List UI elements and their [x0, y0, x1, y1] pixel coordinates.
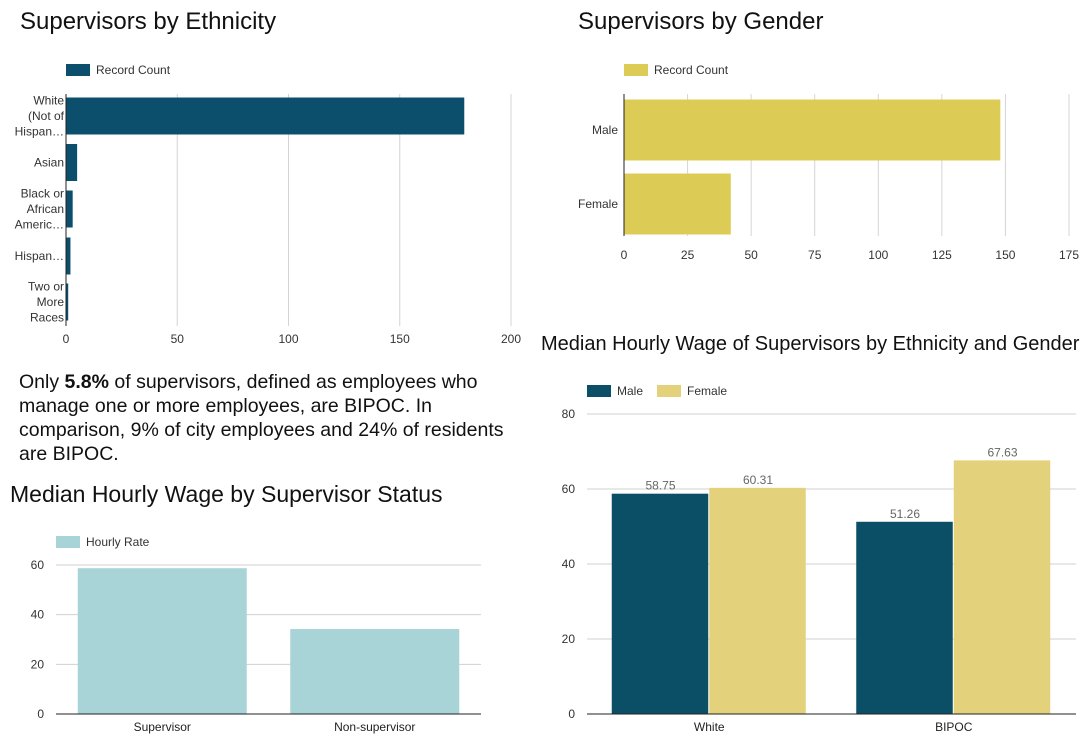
- legend-item: Hourly Rate: [56, 535, 149, 549]
- x-tick-label: 0: [63, 332, 70, 346]
- category-label: White: [694, 720, 725, 734]
- category-label: Supervisor: [134, 720, 191, 734]
- summary-text-end: of supervisors, defined as employees who…: [19, 371, 504, 465]
- category-label: Two or: [28, 280, 64, 294]
- category-label: More: [37, 295, 65, 309]
- x-tick-label: 0: [621, 248, 628, 262]
- category-label: Americ…: [15, 218, 64, 232]
- x-tick-label: 125: [932, 248, 952, 262]
- y-tick-label: 0: [568, 707, 575, 721]
- legend-item: Male: [587, 384, 643, 398]
- bar: [624, 99, 1001, 161]
- x-tick-label: 75: [808, 248, 822, 262]
- gender-chart-title: Supervisors by Gender: [578, 8, 824, 35]
- bar: [66, 283, 69, 321]
- data-label: 58.75: [645, 479, 675, 493]
- y-tick-label: 40: [562, 557, 576, 571]
- category-label: Hispan…: [15, 249, 64, 263]
- legend-label: Record Count: [96, 63, 171, 77]
- x-tick-label: 50: [744, 248, 758, 262]
- legend-swatch: [624, 64, 648, 76]
- x-tick-label: 175: [1059, 248, 1079, 262]
- legend-swatch: [657, 385, 682, 397]
- summary-text-start: Only: [19, 371, 65, 393]
- category-label: Hispan…: [15, 125, 64, 139]
- bar: [290, 629, 460, 714]
- legend-label: Hourly Rate: [86, 535, 150, 549]
- y-tick-label: 60: [31, 558, 45, 572]
- legend-label: Female: [687, 384, 728, 398]
- legend-item: Female: [657, 384, 727, 398]
- category-label: (Not of: [28, 109, 65, 123]
- bipoc-summary-paragraph: Only 5.8% of supervisors, defined as emp…: [19, 370, 519, 466]
- x-tick-label: 25: [681, 248, 695, 262]
- legend-swatch: [587, 385, 611, 397]
- category-label: White: [33, 94, 64, 108]
- wage-ethnicity-gender-chart-title: Median Hourly Wage of Supervisors by Eth…: [541, 333, 1080, 355]
- data-label: 51.26: [890, 507, 920, 521]
- category-label: African: [27, 202, 64, 216]
- bar: [709, 487, 806, 714]
- x-tick-label: 50: [171, 332, 185, 346]
- bar: [66, 144, 78, 181]
- y-tick-label: 20: [562, 632, 576, 646]
- category-label: Races: [30, 311, 64, 325]
- legend-item: Record Count: [66, 63, 170, 77]
- bar: [953, 460, 1051, 714]
- category-label: Black or: [21, 187, 64, 201]
- x-tick-label: 100: [278, 332, 298, 346]
- ethnicity-legend: Record Count: [66, 63, 184, 77]
- bipoc-percentage: 5.8%: [64, 371, 109, 393]
- x-tick-label: 150: [995, 248, 1015, 262]
- y-tick-label: 40: [31, 608, 45, 622]
- bar: [77, 568, 247, 714]
- x-tick-label: 200: [501, 332, 521, 346]
- data-label: 67.63: [987, 445, 1017, 459]
- y-tick-label: 0: [37, 707, 44, 721]
- y-tick-label: 60: [562, 482, 576, 496]
- supervisor-status-chart-title: Median Hourly Wage by Supervisor Status: [10, 481, 443, 507]
- category-label: Non-supervisor: [334, 720, 415, 734]
- gender-legend: Record Count: [624, 63, 742, 77]
- bar: [66, 97, 465, 135]
- bar: [624, 173, 731, 235]
- bar: [611, 493, 709, 714]
- y-tick-label: 80: [562, 407, 576, 421]
- bar: [66, 190, 73, 228]
- ethnicity-chart-title: Supervisors by Ethnicity: [20, 8, 277, 35]
- x-tick-label: 100: [868, 248, 888, 262]
- legend-swatch: [66, 64, 90, 76]
- bar: [856, 521, 953, 714]
- legend-label: Record Count: [654, 63, 729, 77]
- legend-swatch: [56, 536, 80, 548]
- data-label: 60.31: [743, 473, 773, 487]
- legend-item: Record Count: [624, 63, 728, 77]
- wage-ethnicity-gender-legend: Male Female: [587, 384, 741, 398]
- supervisor-status-legend: Hourly Rate: [56, 535, 163, 549]
- category-label: Female: [578, 197, 618, 211]
- y-tick-label: 20: [31, 657, 45, 671]
- bar: [66, 237, 71, 275]
- legend-label: Male: [617, 384, 644, 398]
- category-label: Male: [592, 123, 618, 137]
- x-tick-label: 150: [390, 332, 410, 346]
- category-label: Asian: [34, 156, 64, 170]
- category-label: BIPOC: [935, 720, 973, 734]
